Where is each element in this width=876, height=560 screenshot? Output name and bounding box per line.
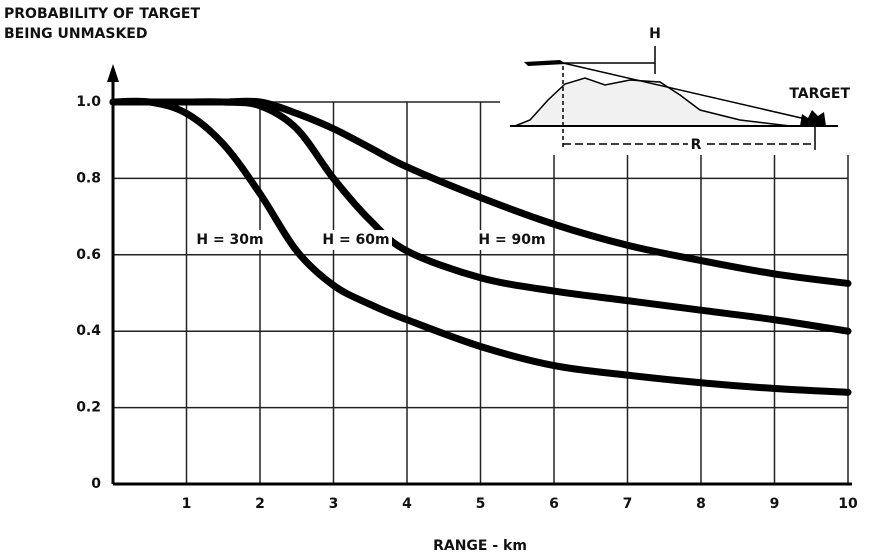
series-label: H = 30m (196, 232, 263, 248)
y-axis-label: BEING UNMASKED (4, 26, 148, 42)
y-tick-label: 0.4 (76, 323, 101, 339)
x-tick-label: 4 (402, 496, 412, 512)
x-tick-label: 1 (182, 496, 192, 512)
annotation: TARGET (789, 86, 850, 102)
x-tick-label: 10 (838, 496, 858, 512)
x-tick-label: 6 (549, 496, 559, 512)
target (800, 110, 826, 126)
r-label-bg (688, 136, 704, 152)
series-line (109, 97, 852, 396)
x-tick-label: 2 (255, 496, 265, 512)
x-axis-label: RANGE - km (433, 538, 527, 554)
y-tick-label: 0.8 (76, 170, 101, 186)
y-tick-label: 0.2 (76, 400, 101, 416)
series-line (109, 97, 852, 287)
x-tick-label: 9 (770, 496, 780, 512)
y-axis-label: PROBABILITY OF TARGET (4, 6, 200, 22)
sight-line (562, 62, 811, 121)
y-tick-label: 1.0 (76, 94, 101, 110)
label-bg (320, 230, 392, 250)
terrain (514, 77, 791, 127)
label-bg (476, 230, 548, 250)
series-label: H = 90m (478, 232, 545, 248)
label-bg (194, 230, 266, 250)
x-tick-label: 8 (696, 496, 706, 512)
y-tick-label: 0 (91, 476, 101, 492)
aircraft (524, 60, 566, 66)
annotation: H (649, 26, 661, 42)
y-axis-arrow (107, 64, 119, 82)
annotation: R (691, 137, 702, 153)
x-tick-label: 3 (329, 496, 339, 512)
x-tick-label: 7 (623, 496, 633, 512)
series-label: H = 60m (322, 232, 389, 248)
y-tick-label: 0.6 (76, 247, 101, 263)
x-tick-label: 5 (476, 496, 486, 512)
